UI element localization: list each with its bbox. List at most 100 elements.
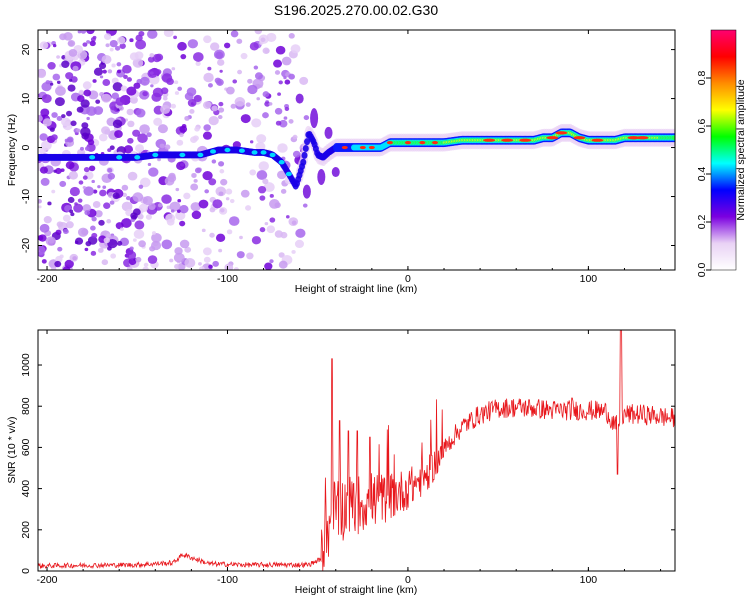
heatmap-cell	[203, 124, 211, 132]
heatmap-cell	[83, 186, 94, 196]
heatmap-cell	[555, 131, 568, 135]
heatmap-cell	[671, 135, 675, 140]
heatmap-cell	[218, 207, 228, 215]
heatmap-cell	[184, 92, 194, 101]
heatmap-cell	[84, 210, 91, 216]
heatmap-cell	[202, 131, 212, 140]
heatmap-cell	[224, 263, 234, 270]
heatmap-cell	[90, 250, 97, 256]
heatmap-cell	[109, 200, 115, 205]
heatmap-cell	[116, 69, 122, 74]
heatmap-cell	[263, 182, 275, 193]
heatmap-cell	[69, 186, 80, 197]
heatmap-cell	[106, 233, 111, 238]
heatmap-cell	[48, 237, 55, 244]
heatmap-cell	[134, 155, 141, 160]
heatmap-cell	[262, 47, 270, 55]
heatmap-cell	[133, 82, 141, 89]
heatmap-cell	[302, 184, 311, 199]
heatmap-cell	[77, 30, 82, 34]
heatmap-cell	[180, 162, 185, 167]
heatmap-cell	[86, 116, 90, 121]
heatmap-cell	[139, 124, 150, 134]
heatmap-cell	[134, 51, 144, 60]
heatmap-cell	[157, 203, 163, 208]
x-tick-label: -100	[217, 574, 238, 586]
heatmap-cell	[135, 256, 142, 263]
heatmap-cell	[262, 112, 269, 119]
heatmap-cell	[147, 68, 158, 78]
snr-frame	[37, 329, 676, 572]
heatmap-cell	[239, 235, 243, 240]
heatmap-cell	[98, 219, 105, 226]
heatmap-cell	[256, 134, 267, 144]
heatmap-cell	[198, 262, 202, 266]
heatmap-cell	[51, 112, 58, 118]
heatmap-cell	[67, 196, 75, 204]
heatmap-cell	[42, 118, 52, 127]
heatmap-cell	[179, 152, 186, 158]
heatmap-cell	[260, 150, 267, 155]
snr-x-axis: -200 -100 0 100	[37, 330, 662, 586]
heatmap-cell	[184, 115, 190, 121]
heatmap-cell	[92, 201, 101, 209]
heatmap-cell	[257, 185, 267, 194]
heatmap-cell	[324, 126, 333, 139]
heatmap-cell	[129, 38, 134, 43]
heatmap-cell	[64, 259, 74, 269]
heatmap-cell	[150, 240, 162, 251]
heatmap-cell	[116, 36, 126, 45]
heatmap-cell	[38, 199, 42, 204]
heatmap-cell	[38, 245, 46, 256]
heatmap-cell	[129, 96, 138, 104]
heatmap-cell	[269, 259, 274, 264]
heatmap-cell	[259, 195, 266, 201]
heatmap-cell	[159, 143, 165, 149]
heatmap-cell	[193, 94, 202, 103]
heatmap-cell	[184, 257, 196, 268]
heatmap-cell	[103, 237, 110, 244]
heatmap-cell	[41, 82, 52, 92]
heatmap-cell	[38, 114, 43, 122]
heatmap-cell	[78, 89, 84, 95]
heatmap-cell	[142, 91, 148, 97]
heatmap-cell	[179, 125, 188, 133]
y-tick-label: 400	[20, 480, 32, 498]
heatmap-cell	[201, 228, 206, 233]
heatmap-cell	[39, 166, 48, 174]
heatmap-cell	[404, 141, 411, 145]
heatmap-cell	[62, 214, 71, 222]
heatmap-cell	[69, 253, 79, 262]
heatmap-cell	[169, 258, 174, 263]
heatmap-cell	[275, 120, 282, 126]
heatmap-cell	[127, 120, 135, 128]
snr-series-line	[38, 330, 675, 571]
heatmap-cell	[194, 126, 200, 132]
heatmap-cell	[217, 114, 223, 120]
heatmap-cell	[39, 223, 50, 233]
heatmap-cell	[636, 136, 649, 140]
heatmap-cell	[187, 39, 199, 49]
heatmap-cell	[254, 30, 263, 35]
heatmap-cell	[102, 69, 107, 74]
heatmap-cell	[177, 86, 183, 91]
heatmap-cell	[139, 177, 151, 188]
heatmap-cell	[292, 134, 298, 140]
heatmap-cell	[224, 42, 231, 49]
x-tick-label: -200	[37, 574, 58, 586]
heatmap-cell	[102, 79, 111, 87]
heatmap-cell	[40, 140, 52, 151]
x-tick-label: 100	[580, 574, 598, 586]
heatmap-cell	[64, 138, 69, 143]
heatmap-cell	[68, 78, 73, 82]
colorbar-tick-label: 0.2	[696, 215, 708, 230]
heatmap-cell	[245, 102, 251, 107]
heatmap-cell	[281, 56, 292, 66]
colorbar: 0.0 0.2 0.4 0.6 0.8 Normalized spectral ampl…	[696, 29, 747, 277]
heatmap-cell	[220, 178, 228, 186]
heatmap-cell	[208, 115, 219, 126]
heatmap-cell	[135, 144, 145, 153]
heatmap-cell	[218, 248, 223, 253]
heatmap-cell	[80, 99, 90, 108]
heatmap-cell	[90, 225, 96, 231]
